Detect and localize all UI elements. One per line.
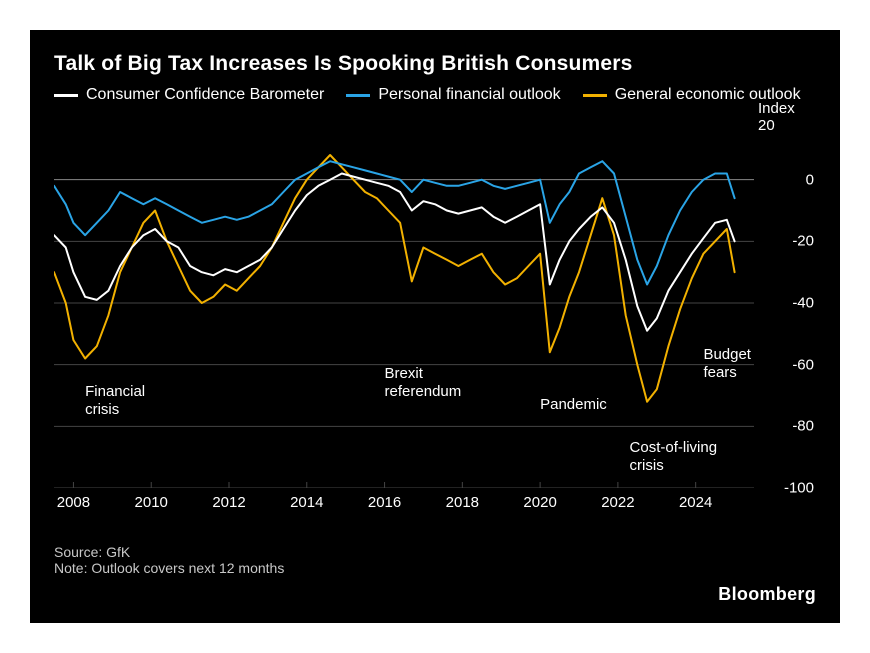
- x-axis-labels: 2008 2010 2012 2014 2016 2018 2020 2022 2024: [54, 494, 814, 522]
- y-tick-label: -60: [792, 356, 814, 373]
- chart-title: Talk of Big Tax Increases Is Spooking Br…: [54, 52, 816, 76]
- x-tick-label: 2022: [601, 494, 634, 511]
- x-tick-label: 2008: [57, 494, 90, 511]
- chart-annotation: Brexit referendum: [385, 365, 462, 401]
- legend-item-0: Consumer Confidence Barometer: [54, 86, 324, 104]
- x-tick-label: 2014: [290, 494, 323, 511]
- chart-annotation: Cost-of-living crisis: [630, 439, 718, 475]
- y-tick-label: -20: [792, 233, 814, 250]
- y-tick-label: -80: [792, 418, 814, 435]
- brand-wordmark: Bloomberg: [718, 584, 816, 605]
- y-axis-labels: 0-20-40-60-80-100: [754, 118, 814, 488]
- legend-swatch-1: [346, 94, 370, 97]
- chart-footer: Source: GfK Note: Outlook covers next 12…: [54, 544, 816, 576]
- y-tick-label: -40: [792, 295, 814, 312]
- x-tick-label: 2018: [446, 494, 479, 511]
- y-tick-label: 0: [806, 171, 814, 188]
- x-tick-label: 2024: [679, 494, 712, 511]
- legend-item-1: Personal financial outlook: [346, 86, 560, 104]
- legend-swatch-2: [583, 94, 607, 97]
- chart-annotation: Financial crisis: [85, 383, 145, 419]
- chart-annotation: Budget fears: [703, 346, 751, 382]
- x-tick-label: 2012: [212, 494, 245, 511]
- legend-swatch-0: [54, 94, 78, 97]
- x-tick-label: 2010: [135, 494, 168, 511]
- legend-label-0: Consumer Confidence Barometer: [86, 86, 324, 104]
- source-text: Source: GfK: [54, 544, 816, 560]
- note-text: Note: Outlook covers next 12 months: [54, 560, 816, 576]
- legend-label-1: Personal financial outlook: [378, 86, 560, 104]
- legend: Consumer Confidence Barometer Personal f…: [54, 86, 816, 104]
- plot-area: Index 20 0-20-40-60-80-100 Financial cri…: [54, 118, 814, 488]
- x-tick-label: 2016: [368, 494, 401, 511]
- chart-annotation: Pandemic: [540, 396, 607, 414]
- x-tick-label: 2020: [523, 494, 556, 511]
- line-chart-svg: [54, 118, 814, 488]
